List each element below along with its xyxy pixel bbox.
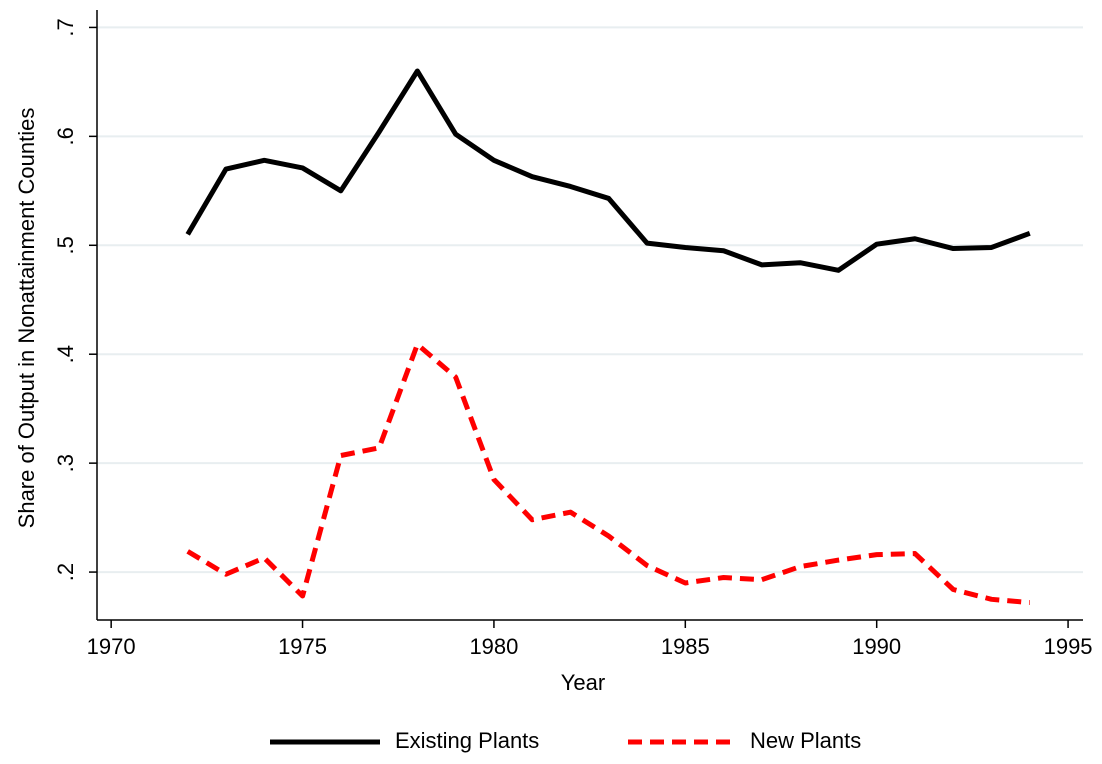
x-tick-label: 1985 [661, 634, 710, 659]
data-line [185, 68, 1031, 273]
y-tick-label: .3 [53, 454, 78, 472]
y-tick-label: .4 [53, 345, 78, 363]
x-tick-label: 1995 [1044, 634, 1093, 659]
y-tick-label: .7 [53, 18, 78, 36]
x-tick-label: 1980 [469, 634, 518, 659]
data-line [186, 341, 1031, 606]
x-tick-label: 1970 [87, 634, 136, 659]
x-axis-title: Year [561, 670, 605, 695]
x-tick-label: 1975 [278, 634, 327, 659]
y-tick-label: .5 [53, 236, 78, 254]
y-tick-label: .6 [53, 127, 78, 145]
x-tick-label: 1990 [852, 634, 901, 659]
y-tick-label: .2 [53, 563, 78, 581]
legend-label: Existing Plants [395, 728, 539, 753]
y-axis-title: Share of Output in Nonattainment Countie… [14, 108, 39, 529]
legend-label: New Plants [750, 728, 861, 753]
